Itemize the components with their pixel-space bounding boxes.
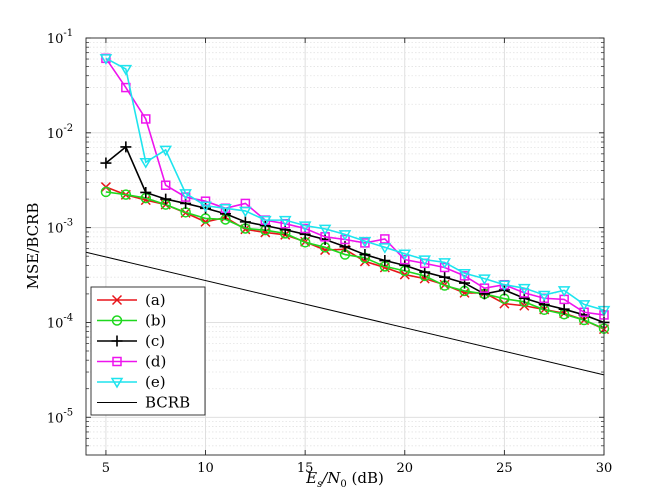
data-point [378, 243, 392, 254]
data-point [239, 216, 251, 228]
series-bcrb [85, 251, 605, 376]
axes [85, 37, 605, 456]
data-point [478, 274, 491, 286]
data-point [219, 204, 232, 215]
data-point [179, 189, 192, 200]
data-point [398, 249, 412, 261]
data-point [120, 189, 132, 200]
data-point [300, 223, 310, 234]
x-axis-label: Es/N0 (dB) [305, 469, 384, 490]
data-point [258, 215, 272, 227]
data-point [557, 286, 571, 297]
data-point [517, 283, 531, 295]
data-point [399, 259, 411, 271]
data-point [439, 262, 450, 273]
x-tick-label: 15 [297, 461, 314, 476]
data-point [478, 288, 490, 300]
legend-box [90, 286, 206, 416]
data-point [418, 255, 432, 267]
series-e [99, 54, 611, 317]
y-axis-label: MSE/BCRB [24, 203, 42, 290]
data-point [298, 221, 312, 233]
y-tick-label: 10-2 [47, 123, 73, 142]
legend-marker [112, 356, 122, 367]
data-point [239, 206, 252, 218]
x-axis-label-sub2: 0 [340, 479, 346, 490]
y-tick-label: 10-5 [47, 407, 73, 426]
x-tick-label: 5 [102, 461, 110, 476]
series-c [100, 141, 610, 328]
data-point [400, 254, 410, 265]
tick-labels: 5 10 15 20 25 30 10-5 10-4 10-3 10-2 10-1 [47, 28, 612, 476]
y-tick-label: 10-3 [47, 218, 73, 237]
data-point [140, 186, 152, 198]
legend-marker [111, 315, 123, 326]
data-point [459, 271, 470, 281]
legend-label: (a) [145, 291, 166, 309]
data-point [358, 236, 372, 248]
x-axis-label-slash: /N [320, 469, 341, 487]
legend-label: (c) [145, 332, 165, 350]
data-point [419, 266, 431, 278]
data-point [200, 213, 211, 224]
data-point [119, 64, 133, 76]
data-point [160, 180, 171, 190]
data-point [160, 193, 172, 205]
data-point [498, 280, 511, 292]
series-group [85, 53, 611, 376]
data-point [100, 157, 112, 169]
series-line [105, 191, 605, 330]
data-point [340, 234, 350, 245]
data-point [379, 255, 391, 267]
data-point [439, 271, 451, 283]
data-point [380, 234, 390, 244]
legend-label: BCRB [145, 394, 190, 412]
legend-item: (a) [97, 291, 166, 309]
data-point [278, 215, 292, 227]
legend-item: BCRB [97, 394, 190, 412]
data-point [99, 54, 113, 65]
data-point [318, 224, 332, 236]
data-point [141, 114, 151, 124]
legend-item: (d) [97, 353, 166, 371]
legend-item: (c) [97, 332, 165, 350]
data-point [100, 186, 112, 198]
y-tick-label: 10-1 [47, 28, 73, 47]
x-axis-label-unit: (dB) [347, 469, 384, 487]
legend-marker [110, 377, 124, 389]
legend-label: (b) [145, 312, 166, 330]
data-point [577, 300, 591, 311]
data-point [139, 157, 153, 169]
y-tick-label: 10-4 [47, 312, 73, 331]
data-point [438, 258, 451, 269]
x-tick-label: 25 [496, 461, 513, 476]
data-point [199, 201, 212, 213]
x-axis-label-main: E [305, 469, 317, 487]
series-line [85, 251, 605, 376]
x-tick-label: 10 [197, 461, 214, 476]
axes-box [85, 37, 605, 456]
legend-item: (b) [97, 312, 166, 330]
data-point [120, 141, 132, 153]
legend-item: (e) [97, 373, 166, 391]
x-axis-label-sub1: s [317, 479, 322, 490]
data-point [338, 230, 352, 241]
data-point [359, 249, 371, 261]
legend-label: (d) [145, 353, 166, 371]
data-point [558, 303, 570, 315]
data-point [159, 145, 173, 157]
data-point [537, 290, 551, 302]
data-point [458, 269, 471, 280]
x-tick-label: 20 [396, 461, 413, 476]
legend-marker [111, 294, 123, 306]
legend-marker [111, 335, 123, 347]
x-tick-label: 30 [596, 461, 613, 476]
legend: (a) (b) (c) (d) (e) BCRB [90, 286, 206, 416]
legend-label: (e) [145, 373, 166, 391]
